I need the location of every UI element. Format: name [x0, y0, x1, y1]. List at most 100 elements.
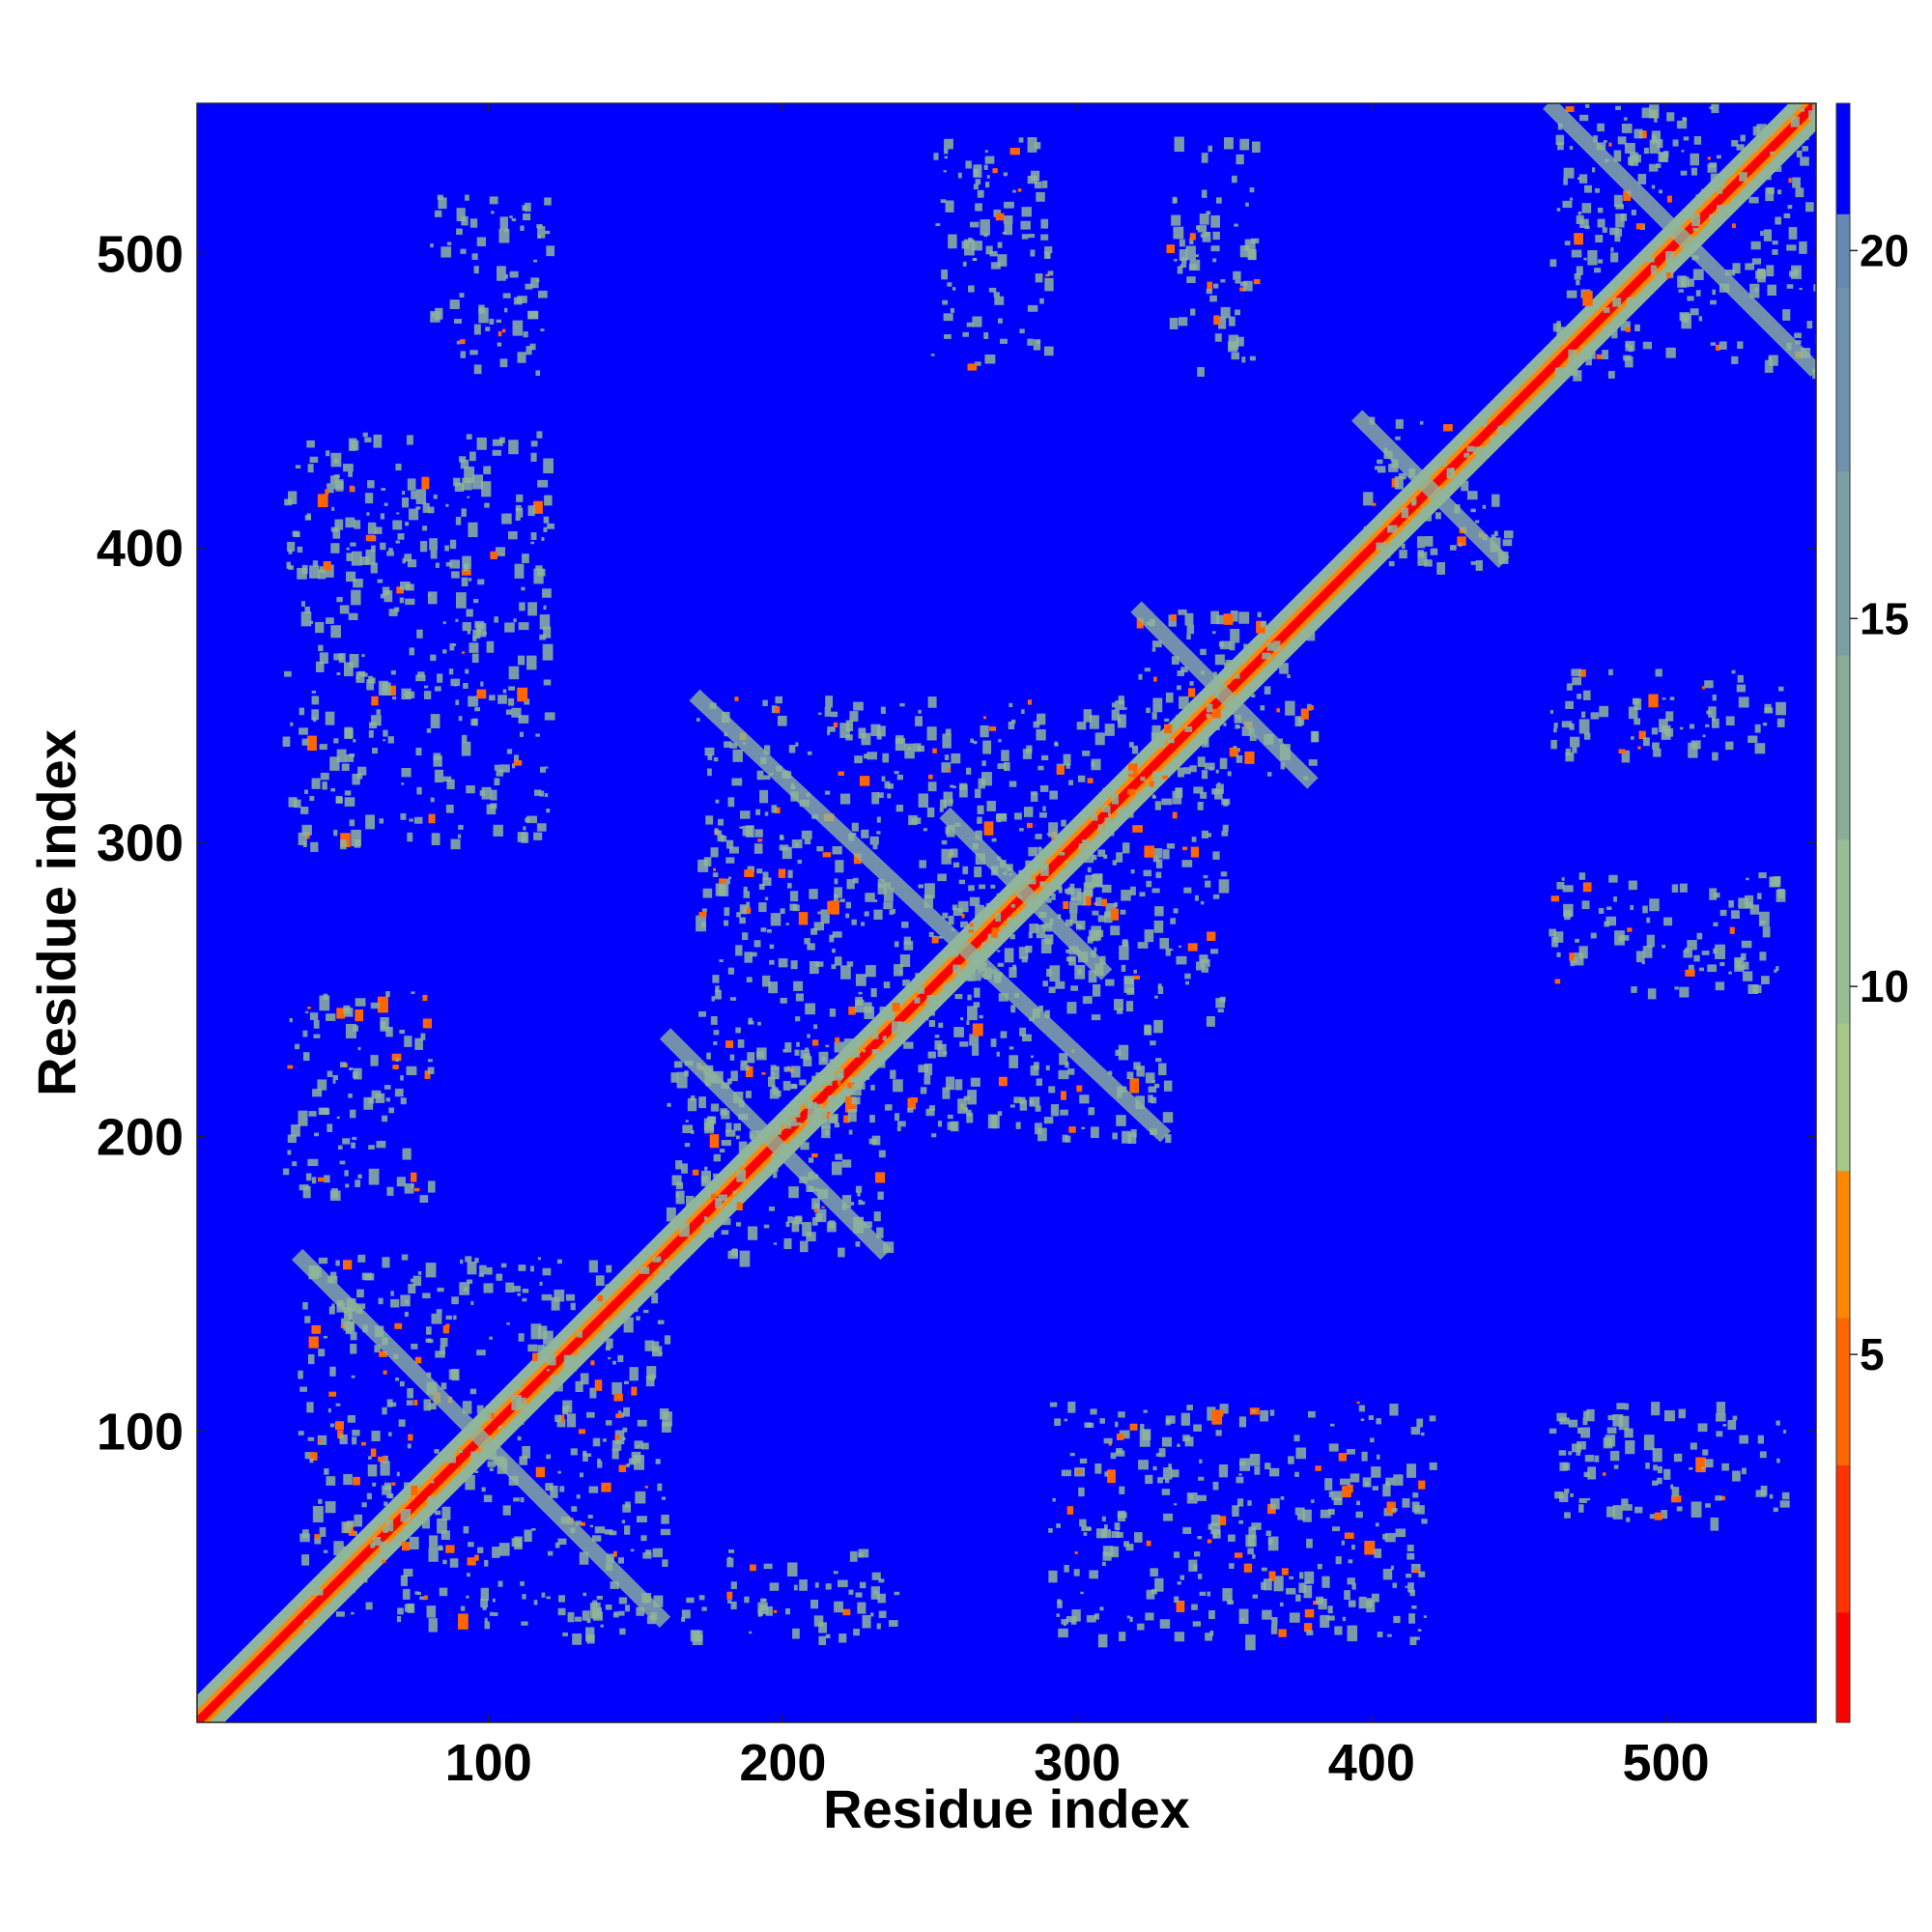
- contact-cell: [901, 921, 909, 928]
- contact-cell: [336, 672, 341, 676]
- contact-cell: [1173, 1551, 1180, 1558]
- contact-cell: [1767, 186, 1775, 194]
- contact-cell: [440, 1337, 448, 1348]
- contact-cell: [342, 1260, 353, 1270]
- contact-cell: [520, 1581, 525, 1586]
- contact-cell: [967, 363, 978, 371]
- contact-cell: [1344, 1590, 1350, 1601]
- contact-cell: [726, 1591, 733, 1600]
- contact-cell: [712, 975, 720, 983]
- contact-cell: [1212, 258, 1217, 263]
- contact-cell: [1233, 270, 1241, 280]
- contact-cell: [1030, 249, 1036, 257]
- contact-cell: [367, 480, 375, 489]
- contact-cell: [1678, 289, 1684, 293]
- contact-cell: [684, 1143, 691, 1148]
- contact-cell: [427, 1059, 433, 1063]
- contact-cell: [635, 1491, 646, 1504]
- contact-cell: [950, 784, 954, 788]
- contact-cell: [1012, 189, 1016, 193]
- contact-cell: [415, 674, 426, 682]
- contact-cell: [696, 718, 700, 722]
- contact-cell: [1208, 766, 1214, 771]
- contact-cell: [1244, 239, 1256, 251]
- contact-region-12: [1048, 1401, 1437, 1651]
- contact-cell: [864, 911, 869, 917]
- contact-cell: [1208, 1523, 1212, 1530]
- contact-cell: [754, 829, 763, 838]
- contact-cell: [1213, 315, 1220, 326]
- contact-cell: [322, 781, 327, 790]
- contact-cell: [858, 991, 863, 995]
- contact-cell: [1048, 1570, 1058, 1583]
- contact-cell: [1760, 231, 1764, 237]
- contact-cell: [1712, 718, 1719, 728]
- contact-cell: [1229, 1563, 1235, 1569]
- contact-cell: [478, 1273, 485, 1277]
- contact-cell: [795, 1016, 801, 1022]
- contact-cell: [926, 807, 935, 818]
- contact-cell: [705, 1082, 711, 1087]
- contact-cell: [438, 1546, 443, 1551]
- contact-cell: [1050, 1104, 1060, 1117]
- contact-cell: [320, 772, 329, 781]
- contact-cell: [490, 789, 497, 801]
- contact-cell: [342, 464, 354, 472]
- contact-cell: [894, 964, 903, 977]
- contact-cell: [786, 1065, 791, 1071]
- contact-cell: [345, 1023, 356, 1038]
- contact-cell: [1562, 885, 1574, 893]
- contact-cell: [1105, 979, 1115, 986]
- contact-cell: [334, 519, 344, 530]
- contact-cell: [355, 1009, 364, 1022]
- contact-cell: [827, 726, 836, 732]
- contact-cell: [1442, 424, 1453, 432]
- contact-cell: [845, 901, 852, 909]
- contact-cell: [367, 522, 377, 534]
- contact-cell: [848, 1006, 856, 1015]
- contact-cell: [404, 1183, 414, 1194]
- contact-cell: [1035, 273, 1043, 283]
- contact-cell: [1743, 148, 1751, 156]
- contact-cell: [476, 623, 487, 638]
- contact-cell: [467, 1262, 477, 1275]
- contact-cell: [344, 1008, 354, 1017]
- contact-cell: [364, 437, 372, 443]
- contact-cell: [388, 1432, 392, 1436]
- contact-cell: [729, 1054, 735, 1061]
- contact-cell: [1101, 805, 1111, 812]
- contact-cell: [1391, 1508, 1398, 1512]
- contact-cell: [778, 958, 788, 968]
- contact-cell: [1190, 308, 1196, 316]
- contact-cell: [1019, 1099, 1028, 1111]
- contact-cell: [595, 1275, 605, 1287]
- contact-cell: [1207, 1539, 1212, 1544]
- contact-cell: [841, 1195, 852, 1208]
- contact-cell: [747, 866, 755, 873]
- contact-cell: [1594, 1455, 1600, 1463]
- contact-cell: [428, 1535, 439, 1549]
- contact-cell: [1212, 1481, 1219, 1491]
- contact-cell: [543, 458, 554, 473]
- contact-cell: [1208, 145, 1213, 153]
- contact-cell: [1689, 1467, 1693, 1470]
- contact-cell: [1608, 874, 1618, 883]
- contact-cell: [1157, 983, 1162, 988]
- contact-cell: [1734, 956, 1745, 972]
- contact-cell: [1416, 1418, 1424, 1428]
- contact-cell: [1212, 1529, 1221, 1539]
- contact-cell: [634, 1440, 643, 1449]
- contact-cell: [508, 666, 520, 680]
- contact-cell: [895, 804, 904, 812]
- contact-region-1: [291, 1248, 672, 1633]
- contact-cell: [392, 696, 397, 700]
- contact-cell: [1028, 932, 1033, 939]
- contact-cell: [1554, 979, 1561, 984]
- contact-cell: [1051, 894, 1056, 900]
- contact-cell: [328, 1306, 335, 1315]
- contact-cell: [764, 811, 769, 816]
- colorbar-tick-label: 10: [1860, 961, 1909, 1011]
- contact-cell: [1170, 1469, 1179, 1478]
- contact-cell: [508, 440, 519, 455]
- contact-cell: [1075, 921, 1086, 930]
